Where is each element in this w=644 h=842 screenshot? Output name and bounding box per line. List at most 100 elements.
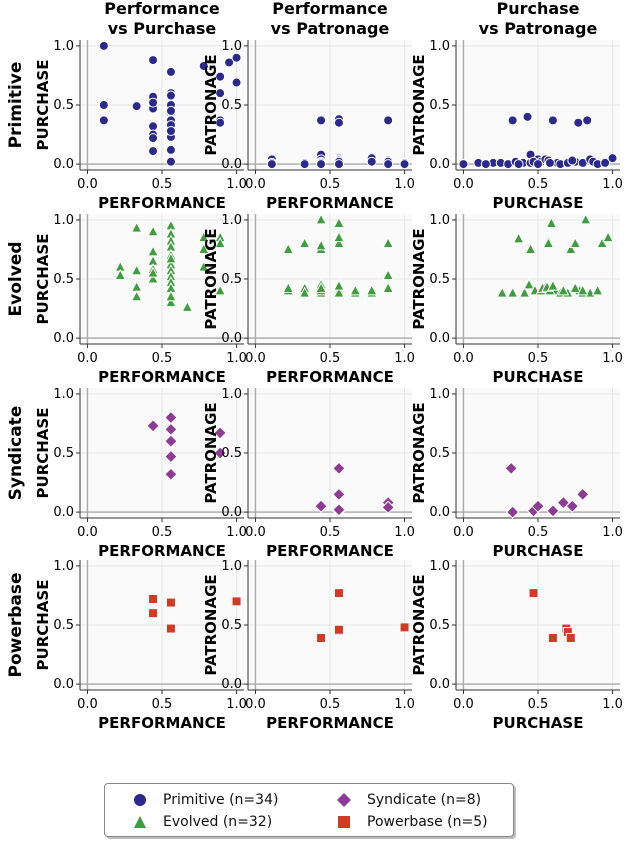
column-title-1-line-1: Performance [104,0,220,18]
data-point-syndicate [332,461,346,476]
data-point-primitive [533,159,543,170]
y-tick-label: 1.0 [53,387,74,402]
y-tick-label: 0.5 [429,272,450,287]
data-point-evolved [382,236,394,249]
data-point-evolved [569,281,582,293]
y-tick-label: 0.0 [221,331,242,346]
x-tick-label: 0.5 [320,177,341,192]
data-point-evolved [518,286,531,298]
data-point-evolved [382,268,394,280]
row-label-syndicate: Syndicate [6,406,26,501]
x-tick-label: 1.0 [226,351,247,366]
x-axis-label: PERFORMANCE [98,194,226,212]
x-tick-label: 1.0 [394,525,415,540]
data-point-evolved [315,281,327,293]
data-point-evolved [523,278,535,290]
data-point-primitive [544,157,555,168]
data-point-evolved [333,236,345,249]
data-point-evolved [147,225,159,237]
y-tick-label: 0.0 [429,505,450,520]
y-tick-label: 1.0 [429,213,450,228]
y-tick-label: 1.0 [221,39,242,54]
data-point-primitive [480,159,491,170]
data-point-evolved [315,213,327,225]
column-title-3-line-2: vs Patronage [479,19,598,38]
data-point-powerbase [528,588,539,599]
data-point-primitive [198,61,209,71]
data-point-syndicate [546,504,560,518]
data-point-primitive [215,88,226,99]
data-point-evolved [333,279,345,291]
data-point-primitive [547,115,558,126]
y-tick-label: 1.0 [53,213,74,228]
y-tick-label: 1.0 [221,559,242,574]
data-point-primitive [148,121,159,132]
data-point-evolved [542,236,555,249]
y-axis-label: PATRONAGE [202,54,220,155]
data-point-evolved [315,239,327,251]
legend-label-primitive: Primitive (n=34) [163,792,279,808]
x-tick-label: 1.0 [394,351,415,366]
data-point-syndicate [531,499,545,513]
y-tick-label: 0.5 [429,98,450,113]
data-point-syndicate [332,503,346,517]
data-point-primitive [224,57,235,68]
data-point-evolved [282,242,295,254]
data-point-primitive [333,117,344,128]
y-tick-label: 0.5 [53,446,74,461]
data-point-evolved [382,281,394,293]
x-tick-label: 0.5 [528,177,549,192]
data-point-syndicate [164,434,178,448]
column-title-1-line-2: vs Purchase [108,19,217,38]
y-tick-label: 0.5 [53,98,74,113]
y-axis-label: PATRONAGE [410,402,428,503]
data-point-powerbase [165,623,176,634]
data-point-evolved [576,284,589,296]
data-point-primitive [231,77,242,88]
data-point-primitive [131,101,142,112]
x-tick-label: 0.5 [528,697,549,712]
x-axis-label: PERFORMANCE [98,368,226,386]
y-tick-label: 1.0 [53,559,74,574]
data-point-evolved [564,242,577,254]
y-tick-label: 1.0 [429,39,450,54]
data-point-powerbase [231,596,242,607]
x-tick-label: 0.0 [453,351,474,366]
data-point-evolved [569,236,582,249]
y-tick-label: 0.5 [221,446,242,461]
data-point-powerbase [148,608,159,619]
data-point-syndicate [565,499,579,513]
x-tick-label: 0.0 [77,525,98,540]
data-point-primitive [522,111,533,122]
data-point-primitive [513,159,524,170]
y-tick-label: 0.0 [53,505,74,520]
data-point-primitive [98,115,109,126]
data-point-primitive [507,115,518,126]
y-tick-label: 0.0 [53,331,74,346]
panel-syndicate-3: 0.00.0 0.5 0.5 1.0 1.0 PURCHASE PATRONAGE [410,387,623,560]
data-point-primitive [458,159,469,170]
data-point-primitive [231,52,242,63]
row-label-powerbase: Powerbase [6,572,26,677]
data-point-primitive [215,71,226,82]
data-point-evolved [214,284,226,296]
x-tick-label: 0.5 [152,177,173,192]
data-point-syndicate [164,467,178,481]
x-tick-label: 0.0 [245,351,266,366]
y-tick-label: 0.0 [221,505,242,520]
x-tick-label: 0.0 [453,697,474,712]
data-point-syndicate [381,500,395,515]
y-tick-label: 0.5 [221,618,242,633]
data-point-primitive [165,105,176,116]
x-tick-label: 1.0 [394,697,415,712]
x-tick-label: 0.5 [152,351,173,366]
data-point-evolved [197,231,210,243]
data-point-syndicate [164,449,178,464]
y-tick-label: 0.0 [429,157,450,172]
data-point-evolved [214,236,226,249]
y-tick-label: 0.5 [53,272,74,287]
x-tick-label: 0.5 [152,697,173,712]
x-tick-label: 0.5 [528,525,549,540]
data-point-primitive [165,156,176,167]
